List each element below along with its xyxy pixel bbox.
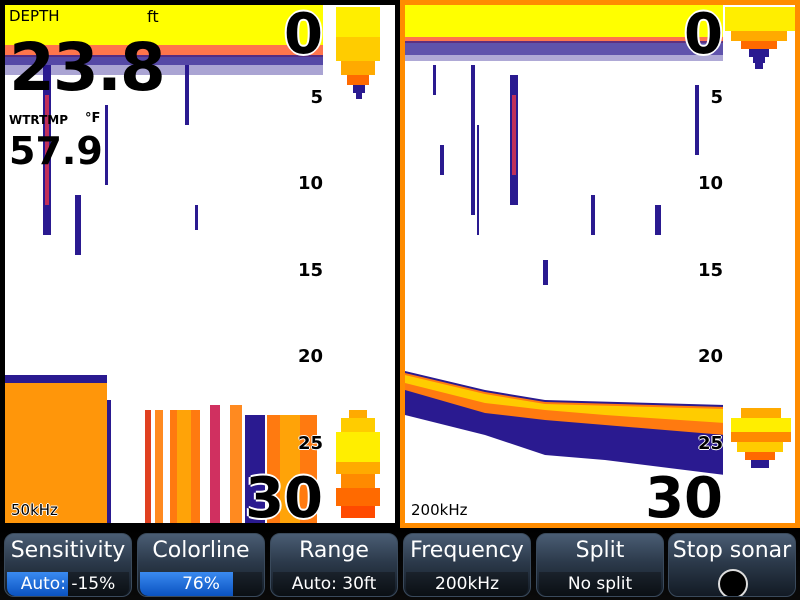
stop-circle-icon <box>718 569 748 596</box>
split-value: No split <box>539 572 661 596</box>
range-value: Auto: 30ft <box>273 572 395 596</box>
sonar-echo-display <box>405 5 795 523</box>
depth-scale-mark: 10 <box>297 173 323 194</box>
sonar-panel-200khz[interactable]: 0 5 10 15 20 25 30 200kHz <box>400 0 800 528</box>
frequency-value: 200kHz <box>406 572 528 596</box>
stop-sonar-label: Stop sonar <box>672 538 792 563</box>
depth-scale-mark: 25 <box>697 433 723 454</box>
depth-unit: ft <box>147 7 159 26</box>
water-temp-value: 57.9 <box>9 129 103 173</box>
depth-scale-mark: 5 <box>310 87 323 108</box>
sonar-panel-50khz[interactable]: DEPTH ft 23.8 WTRTMP °F 57.9 0 5 10 15 2… <box>0 0 400 528</box>
sonar-echo-display <box>5 5 395 523</box>
depth-value: 23.8 <box>9 29 166 106</box>
depth-title: DEPTH <box>9 7 60 25</box>
frequency-label: 200kHz <box>411 501 468 519</box>
split-label: Split <box>575 538 625 563</box>
colorline-button[interactable]: Colorline 76% <box>137 533 265 597</box>
split-button[interactable]: Split No split <box>536 533 664 597</box>
frequency-button-label: Frequency <box>410 538 524 563</box>
depth-scale-mark: 15 <box>297 260 323 281</box>
sensitivity-value-bar: Auto: -15% <box>7 572 129 596</box>
colorline-value: 76% <box>182 574 220 594</box>
colorline-value-bar: 76% <box>140 572 262 596</box>
depth-scale-mark: 15 <box>697 260 723 281</box>
water-temp-unit: °F <box>85 111 101 126</box>
depth-scale-mark: 25 <box>297 433 323 454</box>
depth-scale-top: 0 <box>284 2 323 67</box>
sensitivity-value: Auto: -15% <box>20 574 116 594</box>
depth-scale-top: 0 <box>684 2 723 67</box>
range-button[interactable]: Range Auto: 30ft <box>270 533 398 597</box>
colorline-label: Colorline <box>152 538 250 563</box>
sensitivity-label: Sensitivity <box>10 538 126 563</box>
depth-scale-mark: 20 <box>297 346 323 367</box>
depth-scale-bottom: 30 <box>245 466 323 528</box>
stop-sonar-button[interactable]: Stop sonar <box>668 533 796 597</box>
softkey-bar: Sensitivity Auto: -15% Colorline 76% Ran… <box>0 528 800 600</box>
depth-scale-mark: 10 <box>697 173 723 194</box>
range-label: Range <box>299 538 369 563</box>
sensitivity-level-fill <box>7 572 68 596</box>
depth-scale-mark: 5 <box>710 87 723 108</box>
depth-scale-mark: 20 <box>697 346 723 367</box>
depth-scale-bottom: 30 <box>645 466 723 528</box>
sensitivity-button[interactable]: Sensitivity Auto: -15% <box>4 533 132 597</box>
frequency-button[interactable]: Frequency 200kHz <box>403 533 531 597</box>
frequency-label: 50kHz <box>11 501 58 519</box>
water-temp-title: WTRTMP <box>9 113 69 127</box>
colorline-level-fill <box>140 572 233 596</box>
